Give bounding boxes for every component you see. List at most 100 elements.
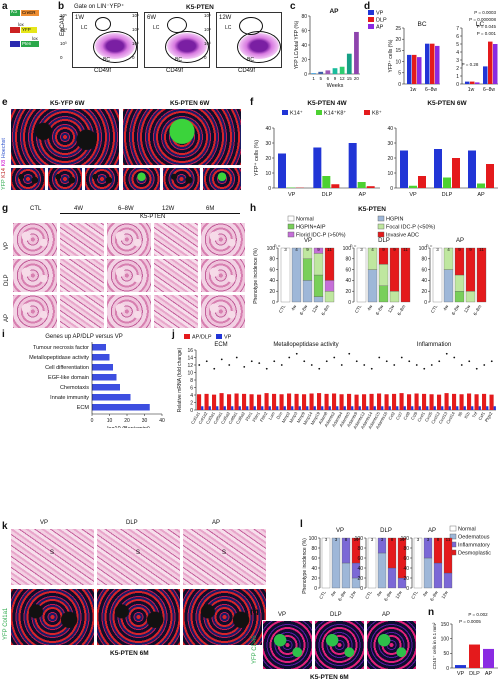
chart-c-xtick: 6 [327, 76, 330, 81]
legend-swatch-f1 [316, 110, 322, 115]
chart-l-n-value: 11 [354, 537, 359, 542]
he-VP-1 [59, 222, 105, 257]
bar-j-vp-Cxcl12 [441, 406, 444, 410]
gene-label-Mmp2: Mmp2 [281, 410, 291, 423]
h-bar-DLP-4-5 [400, 247, 411, 303]
l-bar-AP-0-0 [413, 537, 423, 589]
chart-h-n-value: 3 [360, 247, 363, 252]
dot-j-Adamts14 [370, 367, 373, 370]
chart-h-ytick-label: 20 [421, 289, 427, 295]
h-legend-swatch [377, 223, 385, 230]
chart-d-ytick-label: 5 [398, 71, 401, 77]
chart-h-ytick-label: 20 [345, 289, 351, 295]
bar-j-Adamts5 [347, 393, 352, 410]
chart-h-ytick-label: 80 [345, 257, 351, 263]
flow-tick: 10³ [204, 41, 211, 46]
chart-h-xtick: 6–8m [472, 304, 482, 316]
chart-h-n: n = [274, 243, 281, 248]
m-fluor-VP [262, 620, 313, 670]
bar-j-vp-Fbln2 [268, 406, 271, 410]
flow-week-label: 1W [75, 15, 84, 21]
chart-f-ytick-label: 30 [265, 141, 271, 147]
he-VP-2 [106, 222, 152, 257]
he-AP-0 [12, 294, 58, 329]
chart-h-n-value: 9 [393, 247, 396, 252]
h-bar-DLP-2-3 [378, 264, 389, 286]
chart-i-category: Cell differentiation [45, 365, 89, 371]
bar-j-vp-Col6a1 [238, 406, 241, 410]
h-bar-AP-2-5 [454, 247, 465, 276]
dot-j-Col1a2 [205, 360, 208, 363]
k-he-VP [10, 528, 95, 586]
dot-j-Cxcl13 [445, 352, 448, 355]
gene-label-Ccl7: Ccl7 [395, 410, 404, 420]
bar-j-vp-Mmp9 [306, 406, 309, 410]
bar-i-0 [92, 344, 106, 351]
h-legend-swatch [287, 223, 295, 230]
h-bar-VP-4-5 [324, 247, 335, 281]
k-fluor-DLP [96, 588, 181, 646]
flow-xlabel: CD49f [166, 68, 184, 74]
chart-d-ytick-label: 20 [395, 37, 401, 43]
h-bar-AP-2-2 [454, 291, 465, 303]
stroma-label: S [136, 550, 141, 556]
gene-label-Cxcl12: Cxcl12 [430, 410, 441, 424]
h-legend-label: HGPIN+AIP [296, 225, 326, 231]
l-bar-VP-0-0 [321, 537, 331, 589]
h-bar-AP-1-3 [443, 247, 454, 270]
gene-label-Il6: Il6 [457, 410, 464, 417]
chart-n-ytick-label: 0 [446, 666, 449, 672]
chart-l-xtick: 4w [376, 589, 384, 597]
chart-i-category: Metallopeptidase activity [29, 355, 89, 361]
chart-d-subtitle: BC [417, 21, 426, 28]
flow-plot-12w: 12W LC BC [216, 12, 282, 68]
chart-c-xlabel: Weeks [327, 83, 344, 89]
chart-h-panel: AP [456, 238, 464, 244]
l-bar-VP-3-3 [351, 537, 361, 564]
chart-l-n-value: 3 [381, 537, 384, 542]
pten-label: Pten [22, 41, 32, 46]
chart-l-ytick-label: 20 [311, 576, 317, 582]
chart-i-xtick-label: 10 [107, 418, 113, 424]
chart-j-ytick-label: 4 [190, 393, 193, 399]
panel-label-c: c [290, 1, 296, 12]
chart-n-xtick: VP [457, 671, 465, 677]
bar-f-AP-0 [348, 143, 357, 188]
gene-label-Cxcl13: Cxcl13 [438, 410, 449, 424]
g-row-VP: VP [4, 241, 10, 250]
m-col-VP: VP [278, 612, 287, 618]
dot-j-Ccl8 [408, 360, 411, 363]
bar-j-vp-Ccl7 [403, 406, 406, 410]
lc-label: LC [153, 25, 160, 31]
k5-label: K5 [11, 9, 18, 15]
chart-f-title: K5-PTEN 4W [307, 100, 347, 107]
he-DLP-4 [200, 258, 246, 293]
h-legend-swatch [287, 231, 295, 238]
gene-label-Fbln2: Fbln2 [259, 410, 269, 422]
bar-i-6 [92, 404, 150, 411]
chart-c-ytick-label: 80 [301, 14, 307, 20]
panel-label-n: n [428, 607, 435, 618]
chart-j-ytick-label: 16 [187, 348, 193, 354]
e-right-title: K5-PTEN 6W [170, 100, 210, 107]
dot-j-Il6 [460, 364, 463, 366]
chart-c-ytick-label: 20 [301, 57, 307, 63]
bar-j-vp-Adamts4 [343, 406, 346, 410]
k-he-AP [182, 528, 267, 586]
bar-DLP-6–8w [488, 41, 493, 84]
bar-VP-1w [407, 54, 412, 84]
chart-j-ytick-label: 14 [187, 355, 193, 361]
bar-j-vp-Adamts2 [336, 406, 339, 410]
j-legend-label: VP [224, 335, 232, 341]
bar-j-Adamts12 [362, 394, 367, 410]
flow-tick: 10³ [60, 41, 67, 46]
construct-diagram: K5 CreER lox YFP lox Pten [10, 8, 56, 50]
chart-n-p2: P = 0.0005 [459, 619, 481, 624]
chart-h-xtick: 12w [387, 303, 396, 313]
h-legend-label: Normal [296, 217, 314, 223]
bar-j-Cxcl5 [429, 394, 434, 410]
bar-j-Col1a2 [204, 393, 209, 410]
chart-l-ytick-label: 0 [406, 586, 409, 592]
flow-tick: 10⁴ [60, 27, 67, 32]
